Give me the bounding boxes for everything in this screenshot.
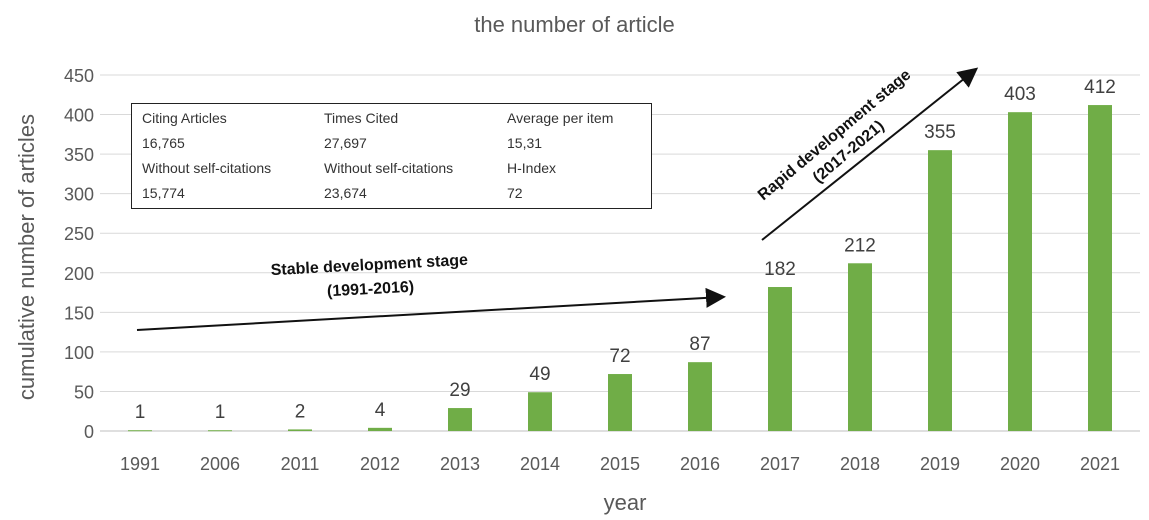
x-tick-label: 2014 (520, 454, 560, 474)
y-tick-label: 200 (64, 264, 94, 284)
stats-cell: Citing Articles (142, 110, 227, 126)
rapid-stage-arrow (761, 67, 979, 241)
stats-cell: 72 (507, 185, 523, 201)
x-axis-label: year (604, 490, 647, 515)
data-label: 412 (1084, 77, 1116, 98)
bar-2006 (208, 430, 232, 432)
data-label: 87 (689, 334, 710, 355)
bar-2017 (768, 287, 792, 431)
stats-cell: Times Cited (324, 110, 399, 126)
y-tick-label: 250 (64, 224, 94, 244)
stats-row: 16,765 27,697 15,31 (132, 135, 651, 157)
bar-2016 (688, 362, 712, 431)
bar-2012 (368, 427, 392, 431)
data-label: 29 (449, 380, 470, 401)
x-tick-label: 2020 (1000, 454, 1040, 474)
x-tick-label: 2012 (360, 454, 400, 474)
bar-2015 (608, 374, 632, 431)
bars (128, 105, 1112, 432)
data-labels: 1 1 2 4 29 49 72 87 182 212 355 403 412 (135, 77, 1116, 423)
stats-row: Citing Articles Times Cited Average per … (132, 110, 651, 132)
stats-cell: Without self-citations (324, 160, 454, 176)
data-label: 403 (1004, 84, 1036, 105)
bar-2013 (448, 408, 472, 431)
x-axis-ticks: 1991 2006 2011 2012 2013 2014 2015 2016 2017 2018… (120, 454, 1120, 474)
y-tick-label: 350 (64, 145, 94, 165)
y-tick-label: 300 (64, 185, 94, 205)
x-tick-label: 2015 (600, 454, 640, 474)
x-tick-label: 2016 (680, 454, 720, 474)
data-label: 355 (924, 122, 956, 143)
y-tick-label: 450 (64, 66, 94, 86)
data-label: 4 (375, 400, 386, 421)
stats-row: 15,774 23,674 72 (132, 185, 651, 207)
data-label: 212 (844, 235, 876, 256)
x-tick-label: 2013 (440, 454, 480, 474)
x-tick-label: 1991 (120, 454, 160, 474)
y-tick-label: 400 (64, 106, 94, 126)
bar-2018 (848, 263, 872, 431)
x-tick-label: 2011 (281, 454, 320, 474)
data-label: 49 (529, 364, 550, 385)
data-label: 2 (295, 401, 306, 422)
bar-2011 (288, 429, 312, 431)
x-tick-label: 2017 (760, 454, 800, 474)
y-tick-label: 100 (64, 343, 94, 363)
stats-cell: 23,674 (324, 185, 367, 201)
x-tick-label: 2006 (200, 454, 240, 474)
stats-cell: 15,774 (142, 185, 185, 201)
bar-2020 (1008, 112, 1032, 431)
bar-2014 (528, 392, 552, 431)
x-tick-label: 2018 (840, 454, 880, 474)
stats-cell: Without self-citations (142, 160, 272, 176)
chart-title: the number of article (474, 12, 675, 37)
stable-stage-arrow (136, 287, 726, 331)
stats-cell: H-Index (507, 160, 557, 176)
y-axis-ticks: 0 50 100 150 200 250 300 350 400 450 (64, 66, 94, 442)
x-tick-label: 2019 (920, 454, 960, 474)
y-tick-label: 150 (64, 303, 94, 323)
bar-2019 (928, 150, 952, 431)
stats-cell: Average per item (507, 110, 614, 126)
stats-cell: 15,31 (507, 135, 543, 151)
bar-1991 (128, 430, 152, 432)
data-label: 1 (135, 402, 146, 423)
citation-stats-box: Citing Articles Times Cited Average per … (131, 103, 652, 209)
stats-cell: 27,697 (324, 135, 367, 151)
data-label: 72 (609, 346, 630, 367)
data-label: 182 (764, 259, 796, 280)
y-tick-label: 50 (74, 382, 94, 402)
y-axis-label: cumulative number of articles (14, 114, 39, 400)
bar-2021 (1088, 105, 1112, 431)
y-tick-label: 0 (84, 422, 94, 442)
stats-cell: 16,765 (142, 135, 185, 151)
x-tick-label: 2021 (1080, 454, 1120, 474)
stats-row: Without self-citations Without self-cita… (132, 160, 651, 182)
data-label: 1 (215, 402, 226, 423)
